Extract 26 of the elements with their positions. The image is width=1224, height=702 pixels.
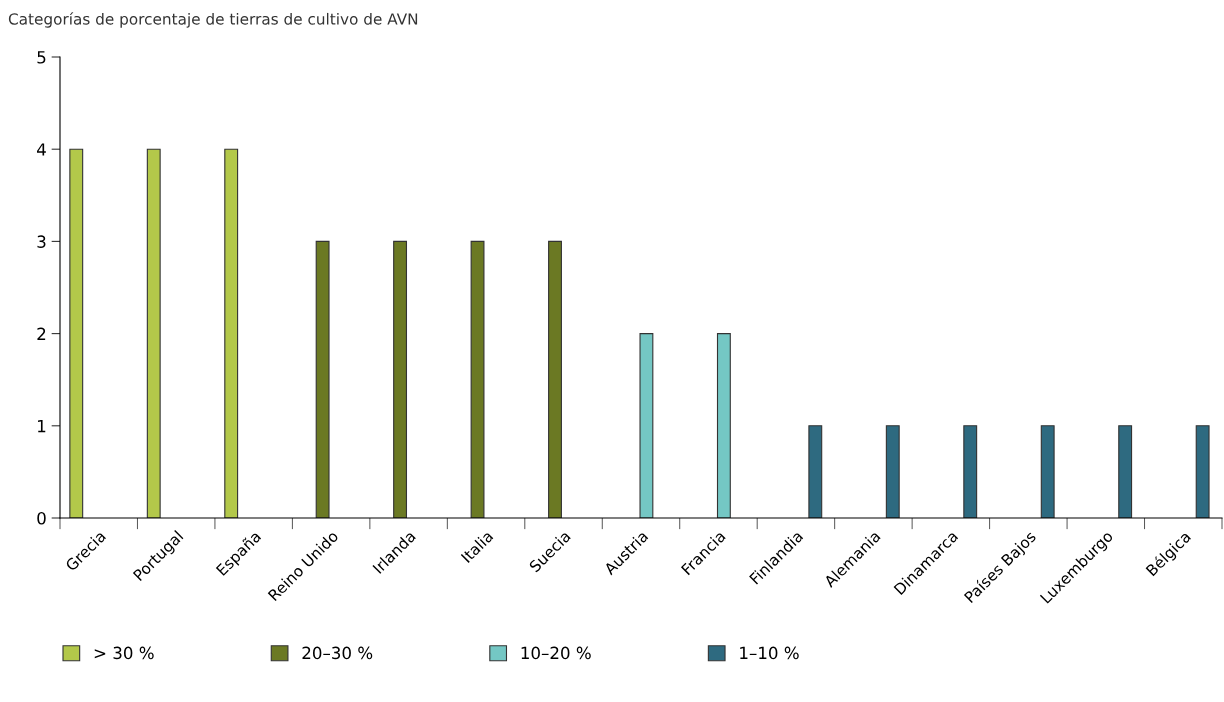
- bar: [1118, 425, 1133, 518]
- bar: [639, 333, 654, 518]
- bar: [146, 148, 161, 518]
- legend-label: 10–20 %: [521, 646, 591, 660]
- bar: [808, 425, 823, 518]
- legend-label: > 30 %: [94, 646, 154, 660]
- y-tick-label: 5: [37, 51, 46, 64]
- bar: [470, 240, 485, 518]
- legend-label: 1–10 %: [740, 646, 799, 660]
- y-tick-label: 2: [37, 327, 46, 340]
- bar: [963, 425, 978, 518]
- y-tick-label: 0: [37, 511, 46, 525]
- bar: [716, 333, 731, 518]
- chart-title: Categorías de porcentaje de tierras de cultivo de AVN: [8, 12, 418, 28]
- bar: [315, 240, 330, 518]
- bar: [1040, 425, 1055, 518]
- y-tick-label: 1: [38, 419, 46, 433]
- bar: [224, 148, 239, 518]
- bar: [885, 425, 900, 518]
- bar: [69, 148, 84, 518]
- legend-label: 20–30 %: [302, 646, 373, 660]
- y-tick-label: 4: [37, 143, 46, 156]
- bar: [548, 240, 562, 518]
- y-tick-label: 3: [37, 235, 46, 248]
- bar: [393, 240, 408, 518]
- bar: [1195, 425, 1210, 518]
